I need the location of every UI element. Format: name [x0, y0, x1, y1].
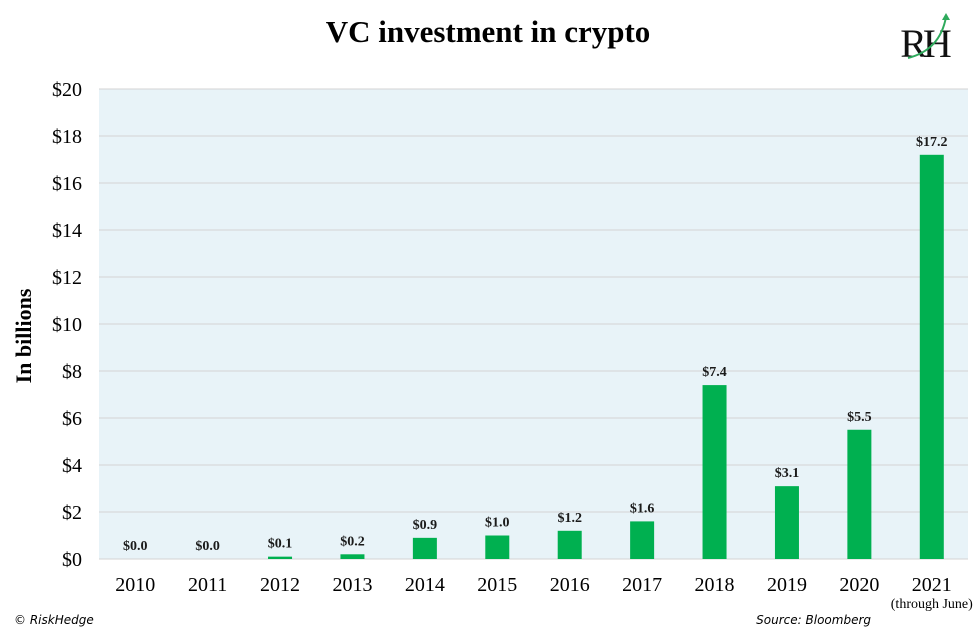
- y-axis-label: In billions: [11, 288, 36, 383]
- bar-2012: [268, 556, 293, 559]
- bar-2014: [412, 537, 437, 559]
- data-label-2013: $0.2: [340, 534, 365, 549]
- data-label-2018: $7.4: [702, 365, 727, 380]
- logo: RH: [900, 13, 955, 66]
- footer-credit: © RiskHedge: [14, 613, 94, 627]
- chart-title: VC investment in crypto: [326, 14, 651, 49]
- x-tick-label-2017: 2017: [622, 574, 662, 596]
- bar-2020: [847, 429, 872, 559]
- y-tick-label: $18: [52, 126, 82, 148]
- data-label-2011: $0.0: [195, 539, 220, 554]
- data-label-2020: $5.5: [847, 410, 872, 425]
- y-tick-label: $8: [62, 361, 82, 383]
- x-tick-label-2015: 2015: [477, 574, 517, 596]
- data-label-2014: $0.9: [413, 518, 438, 533]
- x-tick-label-2016: 2016: [550, 574, 590, 596]
- bar-2016: [557, 530, 582, 559]
- y-tick-label: $2: [62, 502, 82, 524]
- x-tick-label-2019: 2019: [767, 574, 807, 596]
- x-tick-label-2021: 2021: [912, 574, 952, 596]
- y-tick-label: $6: [62, 408, 82, 430]
- data-label-2019: $3.1: [775, 466, 800, 481]
- data-label-2015: $1.0: [485, 516, 510, 531]
- data-label-2016: $1.2: [557, 511, 582, 526]
- x-tick-label-2012: 2012: [260, 574, 300, 596]
- y-tick-label: $10: [52, 314, 82, 336]
- bar-2013: [340, 554, 365, 559]
- x-tick-sublabel-2021: (through June): [891, 597, 973, 612]
- x-tick-label-2018: 2018: [695, 574, 735, 596]
- data-label-2010: $0.0: [123, 539, 148, 554]
- x-tick-label-2020: 2020: [839, 574, 879, 596]
- bar-2021: [919, 154, 944, 560]
- data-label-2021: $17.2: [916, 135, 948, 150]
- y-tick-label: $14: [52, 220, 82, 242]
- bar-2015: [485, 535, 510, 559]
- y-tick-label: $20: [52, 79, 82, 101]
- y-tick-label: $16: [52, 173, 82, 195]
- x-tick-label-2011: 2011: [188, 574, 227, 596]
- x-tick-label-2014: 2014: [405, 574, 445, 596]
- data-label-2017: $1.6: [630, 501, 655, 516]
- y-tick-label: $4: [62, 455, 82, 477]
- bar-2017: [630, 521, 655, 559]
- bar-2018: [702, 385, 727, 559]
- x-tick-label-2010: 2010: [115, 574, 155, 596]
- footer-source: Source: Bloomberg: [756, 613, 871, 627]
- y-tick-label: $0: [62, 549, 82, 571]
- y-tick-label: $12: [52, 267, 82, 289]
- data-label-2012: $0.1: [268, 537, 293, 552]
- bar-2019: [774, 486, 799, 559]
- x-tick-label-2013: 2013: [332, 574, 372, 596]
